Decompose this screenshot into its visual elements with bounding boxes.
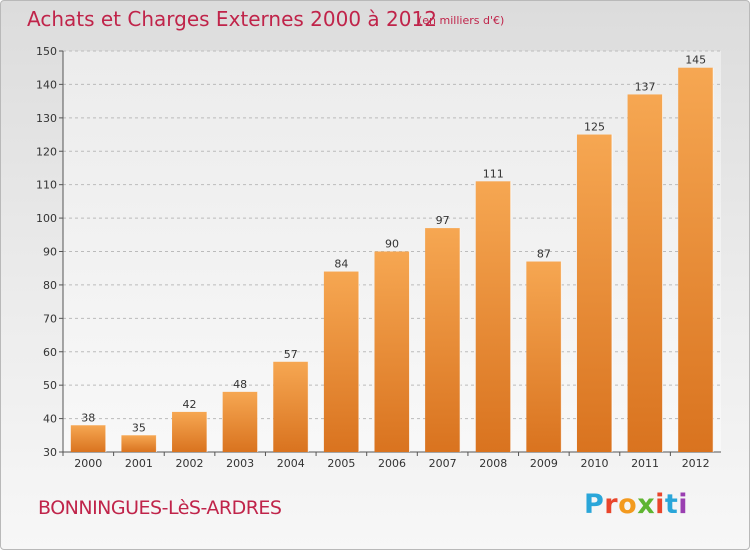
bar-value-label: 35 <box>132 421 146 434</box>
x-tick-label: 2002 <box>176 457 204 470</box>
y-tick-label: 50 <box>43 379 57 392</box>
bar <box>576 134 612 452</box>
bar <box>222 391 258 452</box>
bar-value-label: 38 <box>81 411 95 424</box>
x-tick-label: 2001 <box>125 457 153 470</box>
x-tick-label: 2000 <box>74 457 102 470</box>
x-tick-label: 2004 <box>277 457 305 470</box>
bar <box>172 411 208 452</box>
x-tick-label: 2005 <box>327 457 355 470</box>
bar <box>121 435 157 452</box>
bar-value-label: 137 <box>635 80 656 93</box>
bar-value-label: 97 <box>436 214 450 227</box>
x-tick-label: 2009 <box>530 457 558 470</box>
y-tick-label: 150 <box>36 45 57 58</box>
logo-letter: t <box>664 489 679 520</box>
bar <box>627 94 663 453</box>
bar <box>425 228 461 452</box>
bar-value-label: 87 <box>537 248 551 261</box>
y-tick-label: 130 <box>36 112 57 125</box>
bar-value-label: 145 <box>685 54 706 67</box>
y-tick-label: 120 <box>36 145 57 158</box>
bar-value-label: 48 <box>233 378 247 391</box>
bar <box>526 261 562 452</box>
bar <box>323 271 359 452</box>
bar <box>678 67 714 452</box>
y-tick-label: 100 <box>36 212 57 225</box>
logo-letter: r <box>604 489 619 520</box>
x-tick-label: 2011 <box>631 457 659 470</box>
logo-letter: P <box>584 489 605 520</box>
bar-value-label: 57 <box>284 348 298 361</box>
logo-letter: i <box>678 489 689 520</box>
y-tick-label: 40 <box>43 413 57 426</box>
proxiti-logo: Proxiti <box>584 489 688 520</box>
chart-unit-label: (en milliers d'€) <box>418 14 505 27</box>
logo-letter: o <box>618 489 638 520</box>
bar-value-label: 84 <box>334 258 348 271</box>
x-tick-label: 2007 <box>429 457 457 470</box>
logo-letter: i <box>655 489 665 520</box>
y-tick-label: 90 <box>43 246 57 259</box>
bar <box>70 425 106 452</box>
chart-title: Achats et Charges Externes 2000 à 2012 <box>27 7 437 31</box>
x-tick-label: 2010 <box>580 457 608 470</box>
bar <box>273 361 309 452</box>
bar-value-label: 111 <box>483 167 504 180</box>
bar <box>374 251 410 452</box>
bar-value-label: 90 <box>385 238 399 251</box>
logo-letter: x <box>637 489 656 520</box>
x-tick-label: 2003 <box>226 457 254 470</box>
bar <box>475 181 511 452</box>
y-tick-label: 80 <box>43 279 57 292</box>
bar-value-label: 42 <box>183 398 197 411</box>
x-tick-label: 2012 <box>682 457 710 470</box>
y-tick-label: 60 <box>43 346 57 359</box>
y-tick-label: 30 <box>43 446 57 459</box>
y-tick-label: 140 <box>36 78 57 91</box>
y-tick-label: 70 <box>43 312 57 325</box>
bar-value-label: 125 <box>584 121 605 134</box>
place-name: BONNINGUES-LèS-ARDRES <box>38 497 282 519</box>
x-tick-label: 2008 <box>479 457 507 470</box>
x-tick-label: 2006 <box>378 457 406 470</box>
y-tick-label: 110 <box>36 179 57 192</box>
